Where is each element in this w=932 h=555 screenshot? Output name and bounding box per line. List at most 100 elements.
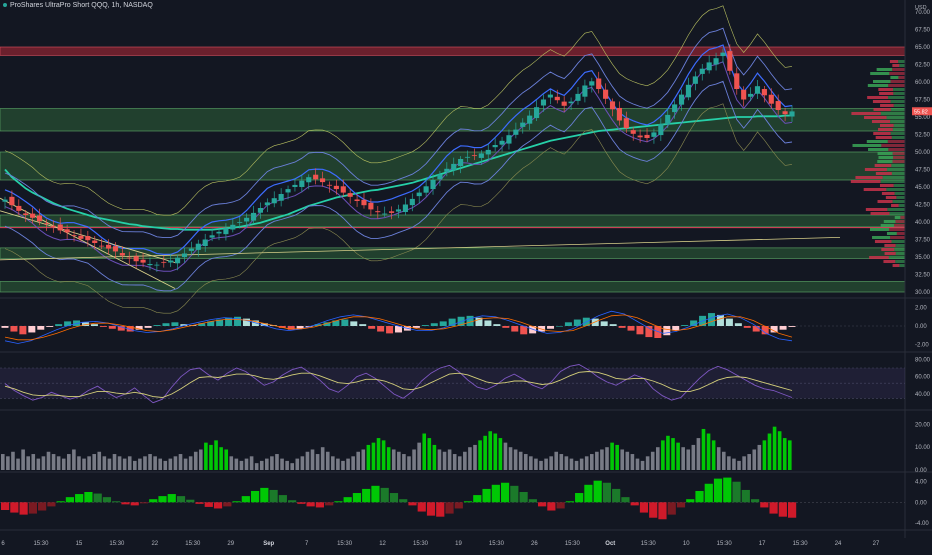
macd-bar (278, 326, 286, 328)
oscillator-bar (584, 484, 593, 503)
oscillator-bar (213, 502, 223, 509)
candle-body (140, 259, 146, 263)
macd-bar (180, 324, 188, 326)
oscillator-tick-label: -4.00 (915, 521, 929, 527)
price-tick-label: 60.00 (915, 80, 931, 86)
rsi-tick-label: 40.00 (915, 392, 931, 398)
volume-profile-bar (873, 108, 891, 111)
candle-body (161, 261, 167, 263)
volume-profile-bar (891, 164, 905, 167)
volume-tick-label: 0.00 (915, 468, 927, 474)
volume-profile-bar (891, 172, 905, 175)
macd-bar (502, 326, 510, 328)
candle-body (685, 84, 692, 98)
volume-profile-bar (855, 176, 883, 179)
fast-ma-line (4, 44, 793, 255)
volume-profile-bar (887, 140, 905, 143)
volume-bar (239, 460, 244, 470)
macd-bar (395, 326, 402, 333)
volume-profile-bar (879, 124, 894, 127)
x-tick-label: 10 (683, 541, 690, 547)
candle-body (78, 235, 84, 239)
x-tick-label: 15:30 (337, 541, 353, 547)
volume-profile-bar (875, 172, 892, 175)
oscillator-bar (176, 496, 186, 503)
oscillator-bar (454, 502, 463, 509)
oscillator-bar (158, 496, 167, 503)
candle-body (499, 140, 505, 145)
candle-body (99, 245, 105, 247)
x-tick-label: 24 (835, 541, 842, 547)
candle-body (609, 101, 616, 110)
volume-profile-bar (864, 116, 887, 119)
candle-body (589, 81, 595, 86)
oscillator-bar (556, 502, 565, 509)
volume-bar (493, 433, 498, 470)
candle-body (768, 94, 774, 104)
macd-bar (260, 323, 268, 326)
candle-body (568, 101, 574, 104)
x-tick-label: 15:30 (793, 541, 809, 547)
volume-bar (559, 454, 564, 470)
volume-profile-bar (892, 64, 900, 67)
oscillator-bar (325, 502, 334, 506)
macd-bar (216, 319, 224, 326)
oscillator-bar (510, 485, 519, 503)
oscillator-bar (241, 496, 250, 503)
candle-body (285, 189, 291, 193)
volume-profile-bar (892, 160, 905, 163)
volume-bar (72, 449, 76, 470)
macd-bar (716, 314, 724, 326)
volume-bar (1, 454, 5, 470)
x-tick-label: 15 (76, 541, 83, 547)
candle-body (147, 264, 153, 266)
price-tick-label: 67.50 (915, 28, 931, 34)
volume-bar (67, 454, 71, 470)
rsi-tick-label: 60.00 (915, 375, 931, 381)
oscillator-bar (704, 483, 713, 503)
volume-bar (397, 451, 401, 470)
candle-body (71, 235, 77, 236)
candle-body (43, 223, 49, 225)
oscillator-bar (593, 480, 602, 503)
macd-bar (681, 325, 689, 326)
x-tick-label: 15:30 (565, 541, 581, 547)
volume-bar (564, 456, 569, 470)
oscillator-bar (436, 502, 445, 517)
volume-profile-bar (886, 188, 905, 191)
macd-bar (153, 325, 161, 326)
candle-body (389, 211, 395, 213)
macd-bar (734, 323, 742, 326)
volume-bar (721, 451, 726, 470)
macd-bar (55, 324, 63, 326)
oscillator-bar (260, 487, 269, 503)
volume-profile-bar (894, 224, 905, 227)
macd-bar (341, 319, 349, 326)
candle-body (64, 229, 70, 233)
oscillator-bar (306, 502, 315, 507)
oscillator-bar (389, 493, 399, 503)
x-tick-label: 12 (379, 541, 386, 547)
macd-bar (234, 316, 242, 326)
candle-body (409, 198, 415, 206)
volume-profile-bar (881, 144, 905, 147)
volume-bar (295, 458, 300, 470)
volume-profile-bar (887, 208, 905, 211)
price-tick-label: 65.00 (915, 45, 931, 51)
volume-bar (513, 449, 518, 470)
oscillator-tick-label: 0.00 (915, 500, 927, 506)
volume-profile-bar (887, 96, 905, 99)
price-tick-label: 32.50 (915, 273, 931, 279)
macd-bar (725, 318, 733, 326)
volume-bar (417, 442, 421, 470)
oscillator-bar (695, 490, 704, 503)
macd-bar (135, 326, 143, 330)
volume-profile-bar (888, 256, 905, 259)
x-tick-label: 15:30 (185, 541, 201, 547)
volume-bar (6, 456, 10, 470)
candle-body (36, 215, 43, 222)
volume-profile-bar (875, 136, 892, 139)
oscillator-bar (139, 502, 149, 504)
volume-profile-bar (893, 124, 905, 127)
